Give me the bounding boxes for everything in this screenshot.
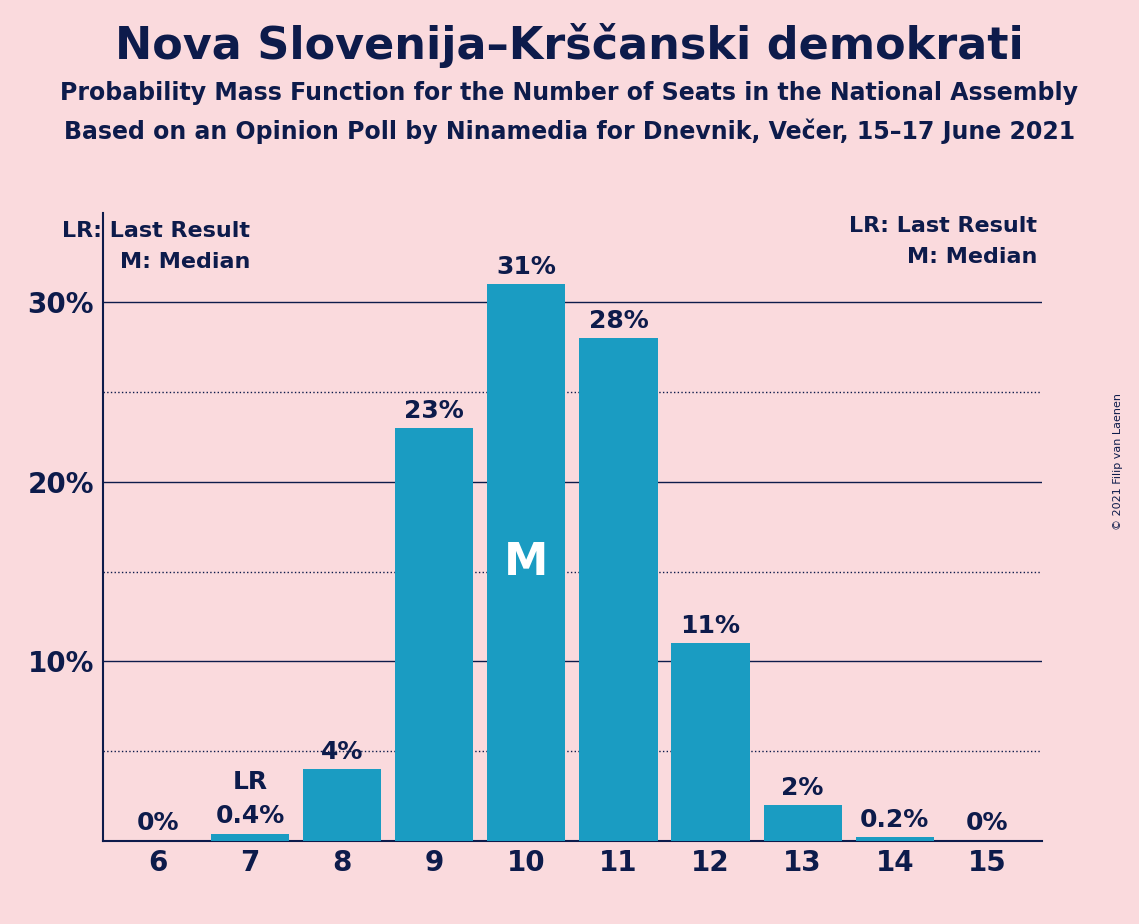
Text: 4%: 4% [321, 739, 363, 763]
Bar [395, 428, 474, 841]
Bar [671, 643, 749, 841]
Text: 31%: 31% [497, 255, 556, 279]
Bar [763, 805, 842, 841]
Bar [580, 338, 657, 841]
Text: M: M [505, 541, 549, 584]
Text: LR: LR [232, 771, 268, 794]
Bar [855, 837, 934, 841]
Text: LR: Last Result: LR: Last Result [850, 215, 1038, 236]
Text: 23%: 23% [404, 398, 464, 422]
Text: M: Median: M: Median [120, 252, 249, 272]
Text: 0%: 0% [966, 811, 1008, 835]
Text: 28%: 28% [589, 309, 648, 333]
Text: Nova Slovenija–Krščanski demokrati: Nova Slovenija–Krščanski demokrati [115, 23, 1024, 68]
Text: 0.2%: 0.2% [860, 808, 929, 832]
Bar [211, 833, 289, 841]
Bar [487, 285, 565, 841]
Text: © 2021 Filip van Laenen: © 2021 Filip van Laenen [1114, 394, 1123, 530]
Bar [303, 769, 382, 841]
Text: 11%: 11% [680, 614, 740, 638]
Text: Probability Mass Function for the Number of Seats in the National Assembly: Probability Mass Function for the Number… [60, 81, 1079, 105]
Text: 0.4%: 0.4% [215, 804, 285, 828]
Text: Based on an Opinion Poll by Ninamedia for Dnevnik, Večer, 15–17 June 2021: Based on an Opinion Poll by Ninamedia fo… [64, 118, 1075, 144]
Text: 2%: 2% [781, 775, 823, 799]
Text: M: Median: M: Median [907, 247, 1038, 267]
Text: LR: Last Result: LR: Last Result [62, 222, 249, 241]
Text: 0%: 0% [137, 811, 179, 835]
